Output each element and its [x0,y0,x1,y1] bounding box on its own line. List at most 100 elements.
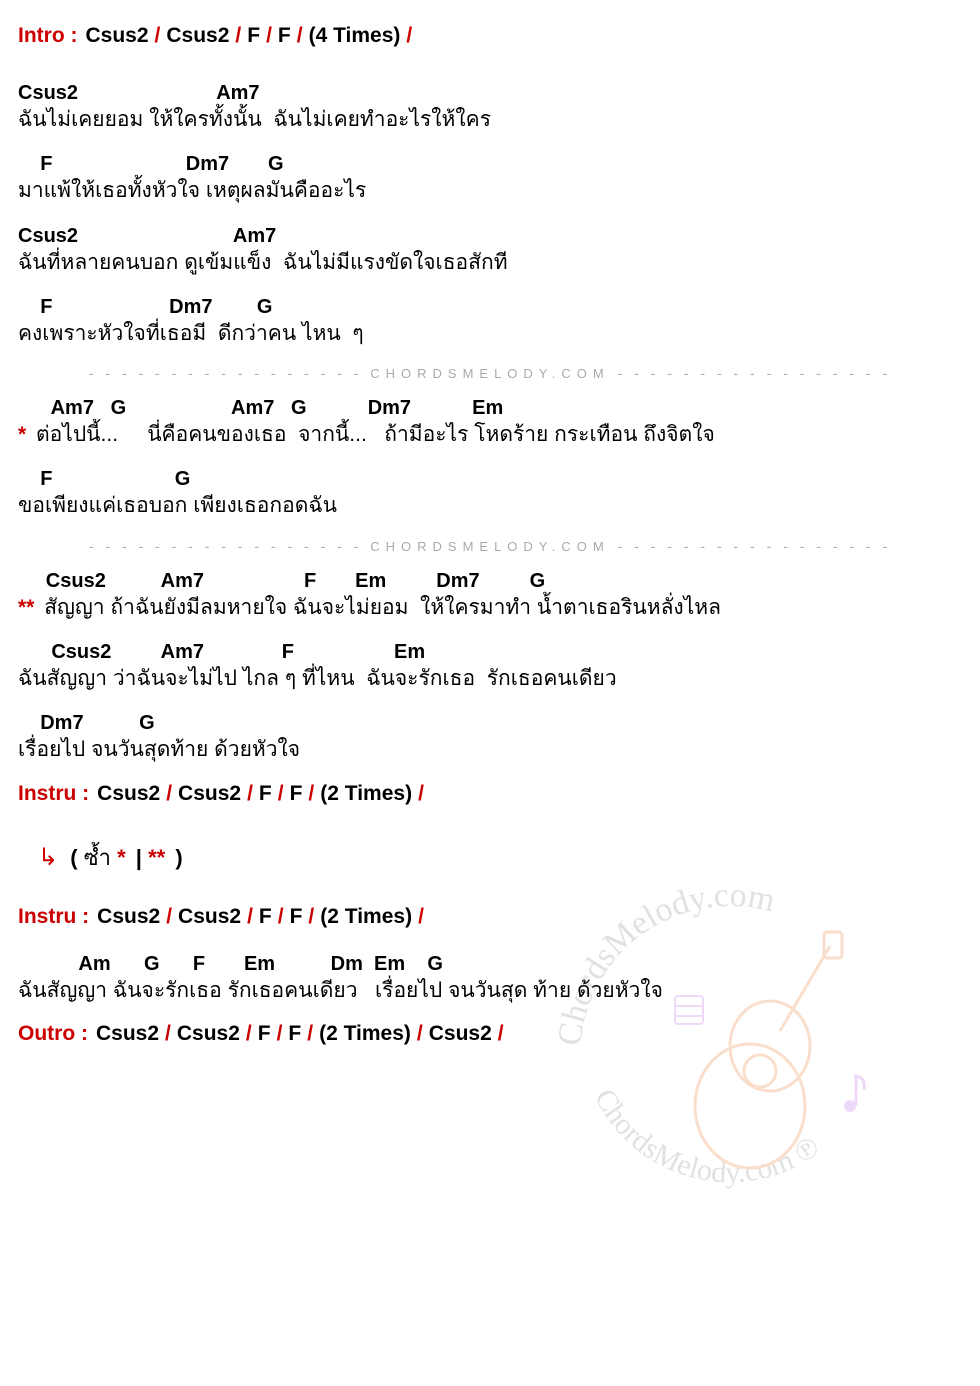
instru1-chord-0: Csus2 [97,782,160,806]
outro-sep-1: / [246,1022,252,1046]
verse1-line4-lyric: คงเพราะหัวใจที่เธอมี ดีกว่าคน ไหน ๆ [18,320,962,347]
repeat-star2: ** [148,845,165,870]
intro-chord-2: F [247,24,260,48]
chorus-line1-text: สัญญา ถ้าฉันยังมีลมหายใจ ฉันจะไม่ยอม ให้… [44,596,721,619]
divider-1: - - - - - - - - - - - - - - - - - CHORDS… [18,365,962,381]
intro-sep-0: / [155,24,161,48]
outro-sep-4: / [417,1022,423,1046]
verse1-line1-chords: Csus2 Am7 [18,80,962,106]
verse1-line4-chords: F Dm7 G [18,294,962,320]
outro-chord-1: Csus2 [177,1022,240,1046]
instru2-line: Instru : Csus2 / Csus2 / F / F / (2 Time… [18,905,962,929]
instru1-chord-1: Csus2 [178,782,241,806]
chorus-line2-lyric: ฉันสัญญา ว่าฉันจะไม่ไป ไกล ๆ ที่ไหน ฉันจ… [18,665,962,692]
divider-2-brand: CHORDSMELODY.COM [370,539,610,554]
divider-1-dashes-r: - - - - - - - - - - - - - - - - - [618,365,892,381]
instru1-label: Instru : [18,782,89,806]
watermark-arc-bottom: ChordsMelody.com ℗ [588,1084,826,1190]
chorus-line2-chords: Csus2 Am7 F Em [18,639,962,665]
svg-text:ChordsMelody.com ℗: ChordsMelody.com ℗ [588,1084,826,1190]
instru2-chord-0: Csus2 [97,905,160,929]
outro-sep-2: / [277,1022,283,1046]
pre-line1: Am7 G Am7 G Dm7 Em * ต่อไปนี้... นี่คือค… [18,395,962,448]
chorus-marker: ** [18,596,34,619]
instru2-chord-1: Csus2 [178,905,241,929]
verse1-line3-lyric: ฉันที่หลายคนบอก ดูเข้มแข็ง ฉันไม่มีแรงขั… [18,249,962,276]
instru2-chord-3: F [290,905,303,929]
pre-marker: * [18,423,26,446]
outro-chord-2: F [258,1022,271,1046]
instru2-times: (2 Times) [320,905,412,929]
instru2-sep-4: / [418,905,424,929]
verse1-line4: F Dm7 G คงเพราะหัวใจที่เธอมี ดีกว่าคน ไห… [18,294,962,347]
outro-sep-0: / [165,1022,171,1046]
outro-sep-3: / [307,1022,313,1046]
intro-label: Intro : [18,24,77,48]
chorus-line3-chords: Dm7 G [18,710,962,736]
intro-sep-1: / [235,24,241,48]
chorus-line1-chords: Csus2 Am7 F Em Dm7 G [18,568,962,594]
pre-line2-lyric: ขอเพียงแค่เธอบอก เพียงเธอกอดฉัน [18,492,962,519]
repeat-open: ( [70,845,77,870]
bridge-line1-lyric: ฉันสัญญา ฉันจะรักเธอ รักเธอคนเดียว เรื่อ… [18,977,962,1004]
pre-line1-chords: Am7 G Am7 G Dm7 Em [18,395,962,421]
pre-line2: F G ขอเพียงแค่เธอบอก เพียงเธอกอดฉัน [18,466,962,519]
chorus-line1: Csus2 Am7 F Em Dm7 G ** สัญญา ถ้าฉันยังม… [18,568,962,621]
chorus-line1-lyric: ** สัญญา ถ้าฉันยังมีลมหายใจ ฉันจะไม่ยอม … [18,594,962,621]
verse1-line2: F Dm7 G มาแพ้ให้เธอทั้งหัวใจ เหตุผลมันคื… [18,151,962,204]
verse1-line3-chords: Csus2 Am7 [18,223,962,249]
chorus-line3: Dm7 G เรื่อยไป จนวันสุดท้าย ด้วยหัวใจ [18,710,962,763]
instru2-sep-1: / [247,905,253,929]
instru2-sep-2: / [278,905,284,929]
instru2-chord-2: F [259,905,272,929]
repeat-arrow-icon: ↳ [38,844,58,871]
instru1-line: Instru : Csus2 / Csus2 / F / F / (2 Time… [18,782,962,806]
pre-line2-chords: F G [18,466,962,492]
instru1-sep-2: / [278,782,284,806]
verse1-line2-lyric: มาแพ้ให้เธอทั้งหัวใจ เหตุผลมันคืออะไร [18,177,962,204]
instru1-sep-0: / [166,782,172,806]
bridge-line1: Am G F Em Dm Em G ฉันสัญญา ฉันจะรักเธอ ร… [18,951,962,1004]
outro-line: Outro : Csus2 / Csus2 / F / F / (2 Times… [18,1022,962,1046]
verse1-line3: Csus2 Am7 ฉันที่หลายคนบอก ดูเข้มแข็ง ฉัน… [18,223,962,276]
divider-1-dashes-l: - - - - - - - - - - - - - - - - - [89,365,363,381]
repeat-line: ↳ ( ซ้ำ * | ** ) [38,840,962,875]
instru1-sep-1: / [247,782,253,806]
outro-label: Outro : [18,1022,88,1046]
instru1-sep-4: / [418,782,424,806]
outro-chord-0: Csus2 [96,1022,159,1046]
repeat-close: ) [175,845,182,870]
divider-2: - - - - - - - - - - - - - - - - - CHORDS… [18,538,962,554]
chord-sheet: Intro : Csus2 / Csus2 / F / F / (4 Times… [18,24,962,1046]
intro-sep-3: / [297,24,303,48]
instru2-sep-3: / [308,905,314,929]
instru2-sep-0: / [166,905,172,929]
pre-line1-lyric: * ต่อไปนี้... นี่คือคนของเธอ จากนี้... ถ… [18,421,962,448]
verse1-line1: Csus2 Am7 ฉันไม่เคยยอม ให้ใครทั้งนั้น ฉั… [18,80,962,133]
repeat-text: ซ้ำ [84,845,111,870]
divider-2-dashes-r: - - - - - - - - - - - - - - - - - [618,538,892,554]
instru1-chord-2: F [259,782,272,806]
repeat-star1: * [117,845,126,870]
intro-chord-1: Csus2 [166,24,229,48]
instru2-label: Instru : [18,905,89,929]
intro-chord-0: Csus2 [85,24,148,48]
intro-sep-2: / [266,24,272,48]
instru1-sep-3: / [308,782,314,806]
outro-tail: Csus2 [429,1022,492,1046]
outro-sep-5: / [498,1022,504,1046]
bridge-line1-chords: Am G F Em Dm Em G [18,951,962,977]
repeat-pipe: | [136,845,142,870]
intro-chord-3: F [278,24,291,48]
chorus-line2: Csus2 Am7 F Em ฉันสัญญา ว่าฉันจะไม่ไป ไก… [18,639,962,692]
outro-times: (2 Times) [319,1022,411,1046]
instru1-times: (2 Times) [320,782,412,806]
divider-1-brand: CHORDSMELODY.COM [370,366,610,381]
divider-2-dashes-l: - - - - - - - - - - - - - - - - - [89,538,363,554]
intro-times: (4 Times) [309,24,401,48]
pre-line1-text: ต่อไปนี้... นี่คือคนของเธอ จากนี้... ถ้า… [36,423,715,446]
chorus-line3-lyric: เรื่อยไป จนวันสุดท้าย ด้วยหัวใจ [18,736,962,763]
verse1-line2-chords: F Dm7 G [18,151,962,177]
instru1-chord-3: F [290,782,303,806]
outro-chord-3: F [288,1022,301,1046]
